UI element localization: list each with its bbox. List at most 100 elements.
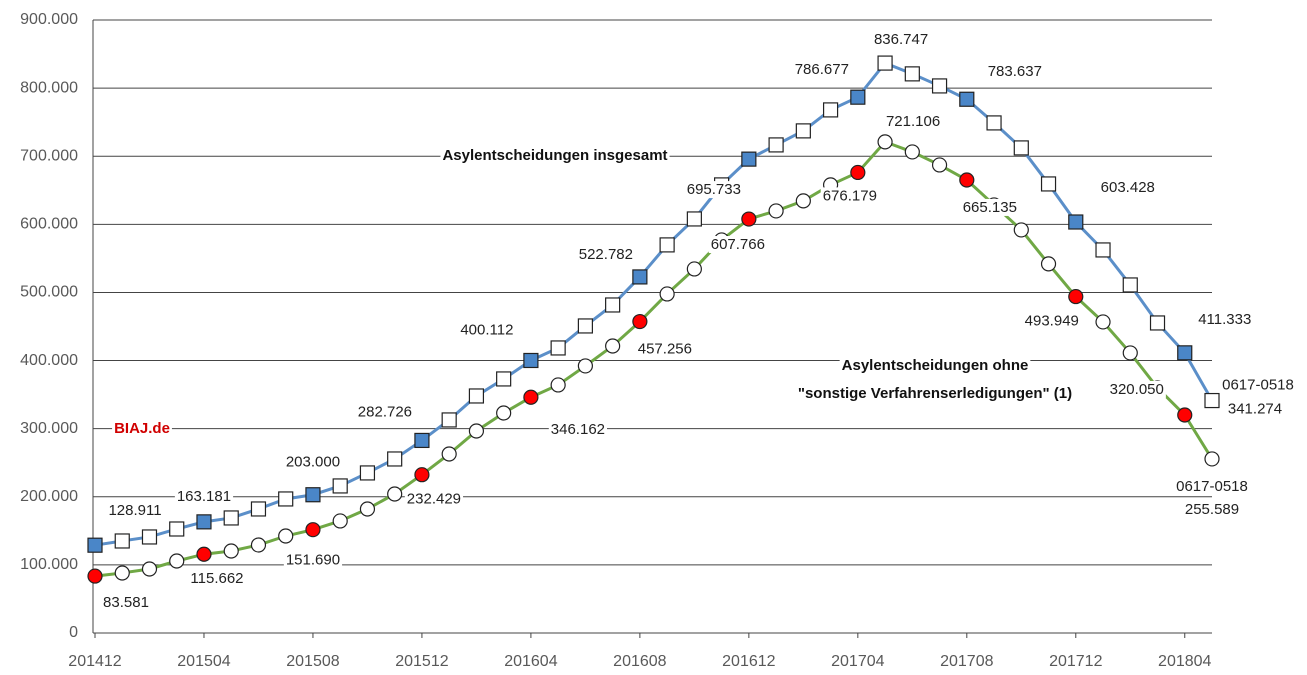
- x-tick-label: 201608: [613, 653, 666, 670]
- y-tick-label: 800.000: [20, 79, 78, 96]
- marker: [1095, 314, 1111, 330]
- marker: [741, 151, 757, 167]
- data-label: 282.726: [358, 403, 412, 420]
- label-background: [283, 551, 343, 569]
- marker: [87, 568, 103, 584]
- label-background: [820, 187, 879, 205]
- label-background: [1098, 178, 1157, 196]
- label-background: [355, 403, 415, 421]
- label-background: [708, 236, 767, 254]
- marker: [686, 211, 702, 227]
- label-background: [684, 181, 743, 199]
- marker: [632, 269, 648, 285]
- marker: [659, 237, 675, 253]
- marker: [632, 313, 648, 330]
- marker: [904, 144, 920, 160]
- marker: [196, 514, 212, 530]
- x-tick-label: 201508: [286, 653, 339, 670]
- marker: [1040, 256, 1057, 272]
- label-background: [440, 146, 670, 164]
- data-label: 320.050: [1110, 381, 1164, 398]
- marker: [931, 157, 948, 173]
- data-label: 676.179: [823, 187, 877, 204]
- marker: [1068, 214, 1084, 230]
- marker: [577, 318, 593, 334]
- marker: [414, 432, 430, 449]
- marker: [605, 297, 621, 313]
- marker: [141, 561, 158, 577]
- marker: [387, 451, 403, 467]
- marker: [822, 102, 839, 118]
- data-label: 522.782: [579, 246, 633, 263]
- data-label: 836.747: [874, 31, 928, 48]
- data-label: 783.637: [988, 63, 1042, 80]
- marker: [441, 446, 457, 462]
- annotation: 0617-0518: [1222, 377, 1294, 394]
- marker: [795, 123, 811, 139]
- annotation: Asylentscheidungen insgesamt: [442, 147, 667, 164]
- marker: [169, 521, 185, 537]
- data-label: 411.333: [1198, 311, 1251, 328]
- y-tick-label: 600.000: [20, 216, 78, 233]
- marker: [768, 203, 784, 219]
- label-background: [795, 384, 1075, 402]
- label-background: [112, 419, 172, 437]
- marker: [359, 501, 376, 517]
- data-label: 603.428: [1101, 179, 1155, 196]
- y-tick-label: 500.000: [20, 284, 78, 301]
- marker: [795, 193, 811, 209]
- marker: [1204, 451, 1220, 467]
- marker: [686, 261, 702, 277]
- marker: [741, 211, 757, 227]
- marker: [87, 537, 103, 553]
- label-background: [188, 570, 246, 588]
- data-label: 695.733: [687, 181, 741, 198]
- marker: [850, 89, 866, 105]
- marker: [278, 491, 294, 507]
- label-background: [458, 321, 516, 339]
- marker: [1013, 222, 1029, 238]
- annotation: "sonstige Verfahrenserledigungen" (1): [798, 385, 1072, 402]
- marker: [387, 486, 403, 502]
- label-background: [883, 112, 943, 130]
- label-background: [1022, 312, 1081, 330]
- x-tick-label: 201604: [504, 653, 557, 670]
- marker: [141, 529, 158, 545]
- label-background: [1174, 477, 1250, 495]
- data-label: 457.256: [638, 341, 692, 358]
- data-label: 341.274: [1228, 401, 1282, 418]
- y-tick-label: 900.000: [20, 11, 78, 28]
- x-tick-label: 201804: [1158, 653, 1211, 670]
- marker: [468, 423, 485, 439]
- label-background: [1225, 400, 1285, 418]
- y-tick-label: 700.000: [20, 147, 78, 164]
- data-label: 786.677: [795, 61, 849, 78]
- labels: 128.911 163.181 203.000 282.726 400.112 522.7…: [103, 31, 1294, 611]
- label-background: [106, 502, 164, 520]
- marker: [1149, 315, 1166, 331]
- annotation: Asylentscheidungen ohne: [842, 357, 1029, 374]
- marker: [1068, 288, 1084, 305]
- label-background: [101, 594, 151, 612]
- y-tick-label: 100.000: [20, 556, 78, 573]
- data-label: 128.911: [108, 502, 161, 519]
- label-background: [1220, 376, 1296, 394]
- marker: [223, 510, 239, 526]
- label-background: [283, 453, 343, 471]
- marker: [1204, 392, 1220, 409]
- marker: [877, 134, 893, 150]
- marker: [1013, 140, 1029, 156]
- marker: [659, 286, 675, 302]
- marker: [1095, 242, 1111, 258]
- label-background: [960, 198, 1019, 216]
- marker: [196, 546, 212, 562]
- label-background: [174, 487, 234, 505]
- label-background: [1196, 310, 1254, 328]
- label-background: [635, 340, 694, 358]
- marker: [1122, 277, 1138, 293]
- marker: [223, 543, 239, 559]
- marker: [986, 115, 1002, 131]
- marker: [577, 358, 593, 374]
- x-tick-label: 201412: [68, 653, 121, 670]
- marker: [441, 412, 457, 428]
